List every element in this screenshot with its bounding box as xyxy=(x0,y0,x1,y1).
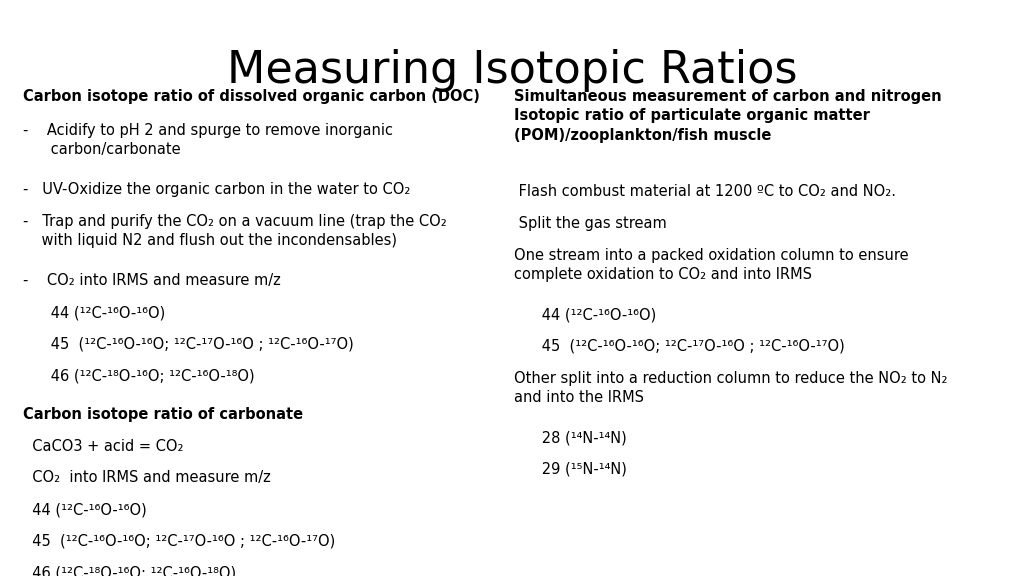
Text: Carbon isotope ratio of carbonate: Carbon isotope ratio of carbonate xyxy=(23,407,303,422)
Text: One stream into a packed oxidation column to ensure
complete oxidation to CO₂ an: One stream into a packed oxidation colum… xyxy=(514,248,908,282)
Text: 44 (¹²C-¹⁶O-¹⁶O): 44 (¹²C-¹⁶O-¹⁶O) xyxy=(514,307,656,322)
Text: CO₂  into IRMS and measure m/z: CO₂ into IRMS and measure m/z xyxy=(23,471,270,486)
Text: Split the gas stream: Split the gas stream xyxy=(514,216,667,231)
Text: Simultaneous measurement of carbon and nitrogen
Isotopic ratio of particulate or: Simultaneous measurement of carbon and n… xyxy=(514,89,942,143)
Text: -    CO₂ into IRMS and measure m/z: - CO₂ into IRMS and measure m/z xyxy=(23,274,281,289)
Text: 29 (¹⁵N-¹⁴N): 29 (¹⁵N-¹⁴N) xyxy=(514,462,627,477)
Text: 28 (¹⁴N-¹⁴N): 28 (¹⁴N-¹⁴N) xyxy=(514,430,627,445)
Text: Measuring Isotopic Ratios: Measuring Isotopic Ratios xyxy=(226,49,798,92)
Text: -   Trap and purify the CO₂ on a vacuum line (trap the CO₂
    with liquid N2 an: - Trap and purify the CO₂ on a vacuum li… xyxy=(23,214,446,248)
Text: 46 (¹²C-¹⁸O-¹⁶O; ¹²C-¹⁶O-¹⁸O): 46 (¹²C-¹⁸O-¹⁶O; ¹²C-¹⁶O-¹⁸O) xyxy=(23,566,236,576)
Text: 45  (¹²C-¹⁶O-¹⁶O; ¹²C-¹⁷O-¹⁶O ; ¹²C-¹⁶O-¹⁷O): 45 (¹²C-¹⁶O-¹⁶O; ¹²C-¹⁷O-¹⁶O ; ¹²C-¹⁶O-¹… xyxy=(23,534,335,549)
Text: 44 (¹²C-¹⁶O-¹⁶O): 44 (¹²C-¹⁶O-¹⁶O) xyxy=(23,305,165,320)
Text: -    Acidify to pH 2 and spurge to remove inorganic
      carbon/carbonate: - Acidify to pH 2 and spurge to remove i… xyxy=(23,123,392,157)
Text: CaCO3 + acid = CO₂: CaCO3 + acid = CO₂ xyxy=(23,439,183,454)
Text: 44 (¹²C-¹⁶O-¹⁶O): 44 (¹²C-¹⁶O-¹⁶O) xyxy=(23,502,146,517)
Text: Other split into a reduction column to reduce the NO₂ to N₂
and into the IRMS: Other split into a reduction column to r… xyxy=(514,370,947,405)
Text: 45  (¹²C-¹⁶O-¹⁶O; ¹²C-¹⁷O-¹⁶O ; ¹²C-¹⁶O-¹⁷O): 45 (¹²C-¹⁶O-¹⁶O; ¹²C-¹⁷O-¹⁶O ; ¹²C-¹⁶O-¹… xyxy=(23,337,353,352)
Text: -   UV-Oxidize the organic carbon in the water to CO₂: - UV-Oxidize the organic carbon in the w… xyxy=(23,182,410,197)
Text: Carbon isotope ratio of dissolved organic carbon (DOC): Carbon isotope ratio of dissolved organi… xyxy=(23,89,479,104)
Text: 45  (¹²C-¹⁶O-¹⁶O; ¹²C-¹⁷O-¹⁶O ; ¹²C-¹⁶O-¹⁷O): 45 (¹²C-¹⁶O-¹⁶O; ¹²C-¹⁷O-¹⁶O ; ¹²C-¹⁶O-¹… xyxy=(514,339,845,354)
Text: 46 (¹²C-¹⁸O-¹⁶O; ¹²C-¹⁶O-¹⁸O): 46 (¹²C-¹⁸O-¹⁶O; ¹²C-¹⁶O-¹⁸O) xyxy=(23,369,254,384)
Text: Flash combust material at 1200 ºC to CO₂ and NO₂.: Flash combust material at 1200 ºC to CO₂… xyxy=(514,184,896,199)
